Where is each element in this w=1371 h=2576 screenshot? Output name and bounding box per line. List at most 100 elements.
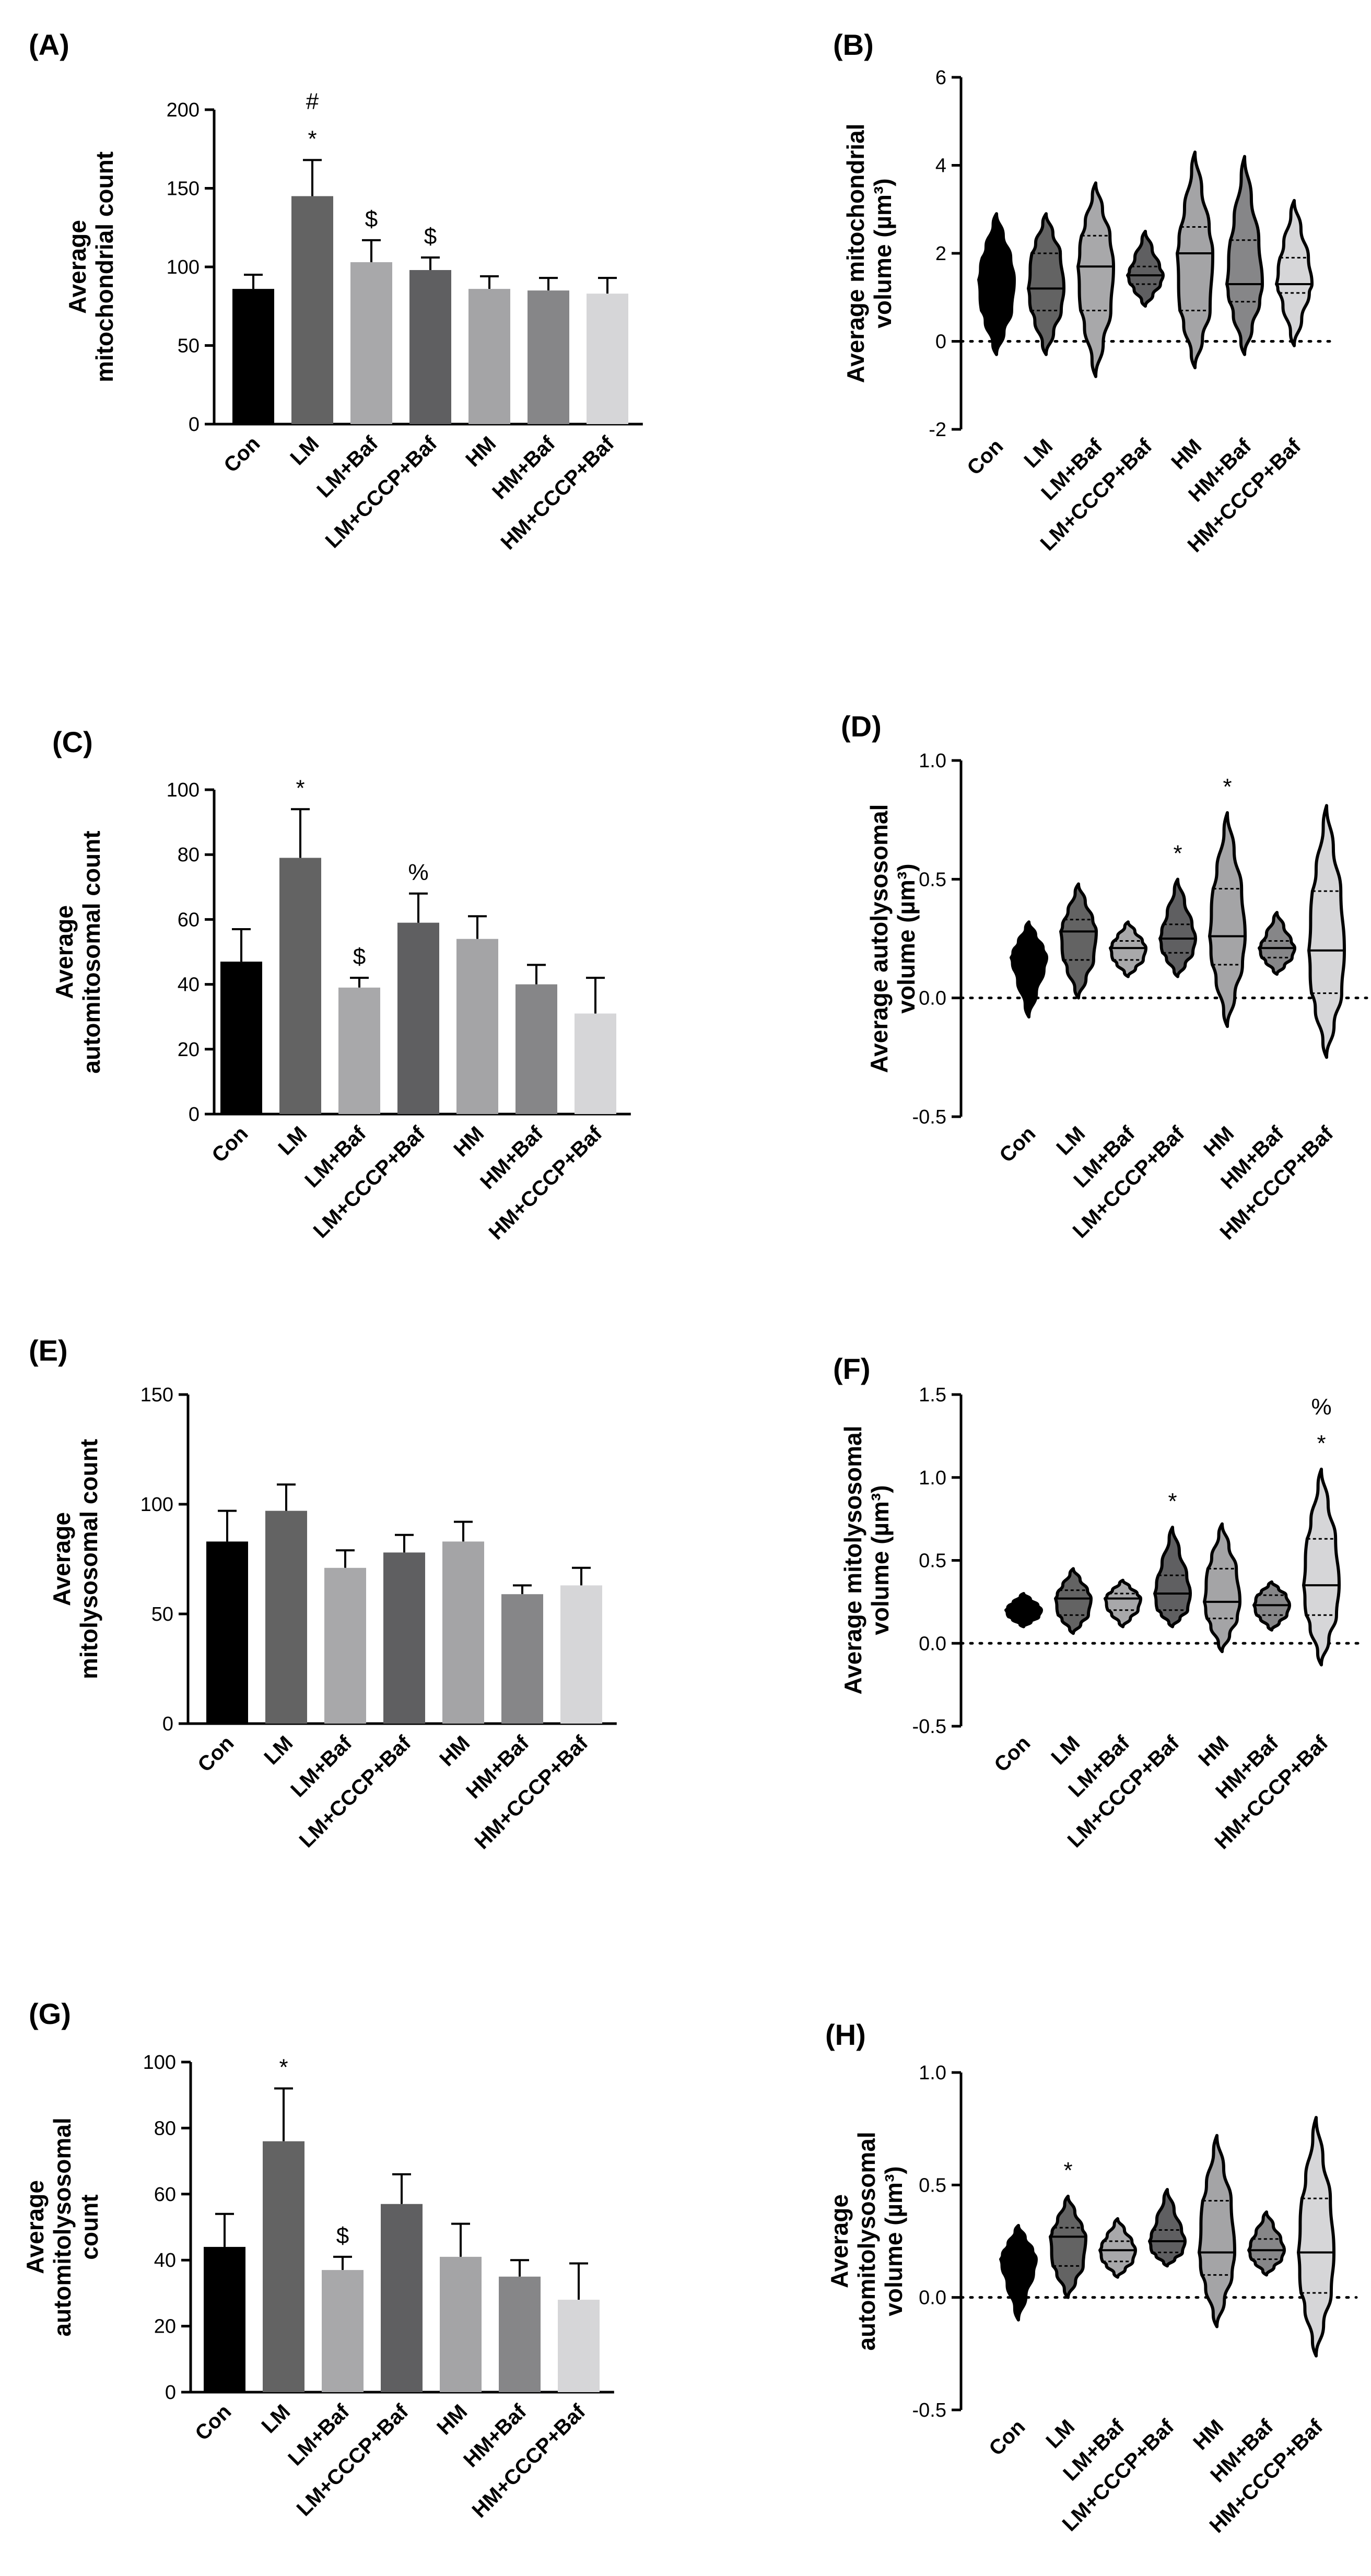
- significance-mark: *: [1168, 1489, 1177, 1514]
- x-tick-label: HM: [435, 1731, 474, 1771]
- y-tick-label: 0.0: [919, 988, 946, 1010]
- y-axis-label: Average: [48, 1512, 75, 1606]
- y-axis-label: volume (µm³): [880, 2166, 907, 2316]
- bar: [383, 1552, 425, 1724]
- bar: [338, 987, 380, 1114]
- bar: [265, 1511, 307, 1724]
- significance-mark: %: [408, 860, 428, 885]
- x-tick-label: Con: [990, 1731, 1035, 1776]
- bar: [220, 962, 262, 1114]
- y-axis-label: volume (µm³): [866, 1485, 894, 1635]
- y-axis-label: volume (µm³): [869, 178, 896, 328]
- y-tick-label: 0: [165, 2382, 176, 2404]
- x-tick-label: LM: [1047, 1731, 1084, 1769]
- y-axis-label: automitolysosomal: [49, 2117, 76, 2336]
- panel-label: (E): [29, 1334, 68, 1367]
- x-tick-label: HM: [1189, 2415, 1228, 2454]
- bar: [206, 1541, 248, 1724]
- violin: [977, 212, 1016, 356]
- bar: [515, 984, 557, 1114]
- x-tick-label: LM: [1041, 2415, 1079, 2453]
- y-tick-label: 1.5: [919, 1384, 946, 1406]
- y-tick-label: 0: [935, 331, 946, 353]
- bar: [528, 290, 569, 424]
- y-tick-label: 50: [178, 335, 200, 357]
- violin: [1148, 2187, 1187, 2268]
- y-tick-label: 40: [154, 2250, 176, 2271]
- violin: [1076, 181, 1115, 378]
- bar: [440, 2256, 482, 2392]
- violin: [1109, 920, 1147, 978]
- bar: [558, 2300, 600, 2392]
- significance-mark: $: [365, 206, 378, 232]
- panel-label: (D): [841, 710, 882, 743]
- y-axis-label: automitolysosomal: [853, 2132, 880, 2350]
- significance-mark: *: [296, 775, 304, 801]
- y-tick-label: -0.5: [912, 1106, 946, 1128]
- y-tick-label: 6: [935, 67, 946, 89]
- y-axis-label: Average mitolysosomal: [839, 1426, 866, 1695]
- x-tick-label: LM: [260, 1731, 297, 1769]
- x-tick-label: HM: [1167, 435, 1206, 474]
- y-axis-label: mitolysosomal count: [75, 1439, 102, 1679]
- x-tick-label: LM: [1052, 1122, 1089, 1160]
- bar: [442, 1541, 484, 1724]
- violin: [1258, 910, 1296, 976]
- y-tick-label: 4: [935, 155, 946, 177]
- y-tick-label: 20: [178, 1039, 200, 1061]
- significance-mark: *: [308, 126, 317, 151]
- bar: [232, 289, 274, 424]
- x-tick-label: HM: [1199, 1122, 1238, 1161]
- y-tick-label: 100: [143, 2052, 176, 2074]
- y-axis-label: automitosomal count: [78, 830, 105, 1073]
- y-tick-label: 0.5: [919, 869, 946, 891]
- y-tick-label: 200: [167, 99, 200, 121]
- violin: [1208, 811, 1247, 1028]
- x-tick-label: LM: [257, 2400, 295, 2438]
- y-axis-label: Average: [21, 2180, 49, 2274]
- x-tick-label: LM: [286, 432, 323, 470]
- significance-mark: $: [353, 944, 366, 969]
- bar: [381, 2204, 423, 2392]
- x-tick-label: HM: [1194, 1731, 1233, 1771]
- x-tick-label: LM+CCCP+Baf: [295, 1731, 416, 1852]
- y-axis-label: Average: [64, 220, 91, 314]
- significance-mark: *: [279, 2055, 288, 2080]
- significance-mark: *: [1317, 1431, 1326, 1456]
- y-tick-label: 1.0: [919, 2062, 946, 2084]
- y-tick-label: 0.5: [919, 2174, 946, 2196]
- y-axis-label: volume (µm³): [893, 863, 920, 1013]
- panel-label: (F): [833, 1352, 871, 1385]
- panel-c: (C) 0 20 40 60 80 100 Average automitosomal coun…: [51, 725, 631, 1244]
- panel-label: (A): [29, 28, 69, 61]
- violin: [1158, 877, 1197, 978]
- violin: [1126, 229, 1165, 308]
- y-tick-label: 100: [167, 256, 200, 278]
- y-tick-label: 0.0: [919, 2287, 946, 2309]
- panel-label: (B): [833, 28, 874, 61]
- y-tick-label: 20: [154, 2316, 176, 2338]
- bar: [560, 1585, 602, 1724]
- significance-mark: *: [1173, 840, 1182, 866]
- y-tick-label: 0: [189, 414, 200, 436]
- y-axis-label: Average: [826, 2194, 853, 2288]
- y-tick-label: 40: [178, 974, 200, 996]
- y-axis-label: Average mitochondrial: [842, 124, 869, 383]
- y-axis-label: Average autolysosomal: [865, 804, 893, 1073]
- y-tick-label: 150: [167, 178, 200, 200]
- y-tick-label: 100: [167, 779, 200, 801]
- violin: [1198, 2134, 1236, 2328]
- x-tick-label: HM: [449, 1122, 488, 1161]
- y-tick-label: 80: [154, 2117, 176, 2139]
- violin: [1054, 1567, 1093, 1635]
- x-tick-label: Con: [191, 2400, 236, 2445]
- y-tick-label: 150: [140, 1384, 173, 1406]
- bar: [397, 922, 439, 1114]
- significance-mark: *: [1223, 774, 1232, 800]
- panel-label: (G): [29, 1997, 71, 2030]
- y-axis-label: count: [76, 2194, 103, 2259]
- panel-e: (E) 0 50 100 150 Average mitolysosomal count Co…: [29, 1334, 617, 1854]
- x-tick-label: Con: [995, 1122, 1040, 1167]
- violin: [1027, 212, 1065, 356]
- panel-d: (D) -0.5 0.0 0.5 1.0 Average autolysosomal vol…: [841, 710, 1368, 1244]
